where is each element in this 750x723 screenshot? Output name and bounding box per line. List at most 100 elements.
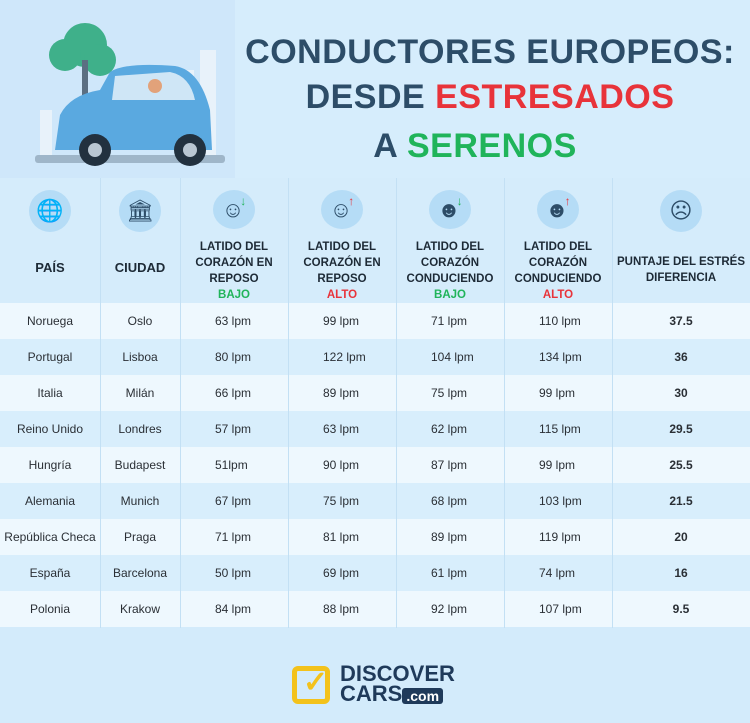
arrow-up-icon: ↑ (348, 193, 355, 208)
table-cell: 89 lpm (323, 386, 360, 400)
discovercars-logo: ✓ DISCOVER CARS .com (292, 661, 455, 706)
table-cell: 134 lpm (539, 350, 582, 364)
table-cell: 25.5 (669, 458, 693, 472)
column-tag: ALTO (542, 289, 574, 301)
table-cell: Polonia (29, 602, 71, 616)
title-line-3: A (373, 127, 407, 165)
table-cell: 84 lpm (215, 602, 252, 616)
table-row: Noruega Oslo 63 lpm 99 lpm 71 lpm 110 lpm 37.5 (0, 303, 750, 339)
table-cell: 90 lpm (323, 458, 360, 472)
column-divider (396, 178, 397, 628)
table-cell: Portugal (27, 350, 73, 364)
table-cell: 16 (674, 566, 688, 580)
table-cell: 81 lpm (323, 530, 360, 544)
table-row: Italia Milán 66 lpm 89 lpm 75 lpm 99 lpm 30 (0, 375, 750, 411)
column-label: LATIDO DEL CORAZÓN EN REPOSO (303, 241, 381, 285)
table-cell: 75 lpm (323, 494, 360, 508)
table-cell: Milán (125, 386, 155, 400)
table-cell: Munich (120, 494, 160, 508)
table-cell: 29.5 (669, 422, 693, 436)
table-row: Reino Unido Londres 57 lpm 63 lpm 62 lpm 115 … (0, 411, 750, 447)
arrow-up-icon: ↑ (564, 193, 571, 208)
table-cell: Hungría (28, 458, 72, 472)
table-cell: Lisboa (122, 350, 158, 364)
column-divider (100, 178, 101, 628)
relaxed-person-icon: ☺ ↑ (321, 190, 363, 229)
logo-line-1: DISCOVER (340, 661, 455, 686)
table-cell: Noruega (26, 314, 74, 328)
table-cell: 67 lpm (215, 494, 252, 508)
column-divider (288, 178, 289, 628)
table-cell: 104 lpm (431, 350, 474, 364)
table-cell: Italia (37, 386, 63, 400)
table-cell: Praga (123, 530, 157, 544)
table-cell: 69 lpm (323, 566, 360, 580)
table-cell: 36 (674, 350, 688, 364)
table-cell: 37.5 (669, 314, 693, 328)
table-cell: 99 lpm (539, 458, 576, 472)
table-cell: 20 (674, 530, 688, 544)
column-header: 🌐 PAÍS (0, 178, 100, 303)
table-cell: 89 lpm (431, 530, 468, 544)
column-divider (504, 178, 505, 628)
check-icon: ✓ (292, 666, 330, 704)
table-cell: Barcelona (112, 566, 168, 580)
title-line-1: CONDUCTORES EUROPEOS: (245, 33, 735, 71)
column-header: ☺ ↓ LATIDO DEL CORAZÓN EN REPOSO BAJO (180, 178, 288, 303)
table-cell: República Checa (4, 530, 96, 544)
column-tag: BAJO (434, 289, 466, 301)
table-cell: 68 lpm (431, 494, 468, 508)
column-label: LATIDO DEL CORAZÓN CONDUCIENDO (514, 241, 602, 285)
column-header: ☺ ↑ LATIDO DEL CORAZÓN EN REPOSO ALTO (288, 178, 396, 303)
table-row: Polonia Krakow 84 lpm 88 lpm 92 lpm 107 lpm 9.… (0, 591, 750, 627)
table-body: Noruega Oslo 63 lpm 99 lpm 71 lpm 110 lpm 37.5… (0, 303, 750, 627)
globe-icon: 🌐 (29, 190, 71, 232)
logo-line-2: CARS (340, 681, 403, 706)
table-cell: 57 lpm (215, 422, 252, 436)
table-cell: Oslo (127, 314, 153, 328)
driver-icon: ☻ ↑ (537, 190, 579, 229)
column-header: ☹ PUNTAJE DEL ESTRÉS DIFERENCIA (612, 178, 750, 303)
table-cell: España (29, 566, 71, 580)
table-cell: 99 lpm (323, 314, 360, 328)
table-cell: 119 lpm (539, 530, 581, 544)
table-cell: 107 lpm (539, 602, 582, 616)
column-label: LATIDO DEL CORAZÓN CONDUCIENDO (406, 241, 494, 285)
column-tag: ALTO (326, 289, 358, 301)
table-cell: 115 lpm (539, 422, 581, 436)
table-cell: 71 lpm (431, 314, 468, 328)
arrow-down-icon: ↓ (240, 193, 247, 208)
column-header: 🏛 CIUDAD (100, 178, 180, 303)
column-label: CIUDAD (114, 260, 166, 275)
column-tag: BAJO (218, 289, 250, 301)
page-title: CONDUCTORES EUROPEOS: DESDE ESTRESADOS A… (230, 30, 750, 169)
table-cell: 66 lpm (215, 386, 252, 400)
table-cell: 122 lpm (323, 350, 366, 364)
column-divider (612, 178, 613, 628)
title-serene: SERENOS (406, 127, 577, 165)
table-cell: 9.5 (672, 602, 690, 616)
hero-banner: CONDUCTORES EUROPEOS: DESDE ESTRESADOS A… (0, 0, 750, 178)
relaxed-person-icon: ☺ ↓ (213, 190, 255, 229)
table-cell: 80 lpm (215, 350, 252, 364)
logo-suffix: .com (402, 688, 444, 704)
table-cell: 103 lpm (539, 494, 582, 508)
column-label: LATIDO DEL CORAZÓN EN REPOSO (195, 241, 273, 285)
stressed-person-icon: ☹ (660, 190, 702, 232)
table-cell: 21.5 (669, 494, 693, 508)
table-cell: 63 lpm (215, 314, 252, 328)
column-label: PUNTAJE DEL ESTRÉS DIFERENCIA (616, 256, 746, 284)
table-cell: 51lpm (215, 458, 248, 472)
table-cell: 30 (674, 386, 688, 400)
title-stressed: ESTRESADOS (435, 78, 675, 116)
table-cell: 88 lpm (323, 602, 360, 616)
table-row: Portugal Lisboa 80 lpm 122 lpm 104 lpm 134 lp… (0, 339, 750, 375)
table-cell: Londres (118, 422, 162, 436)
table-row: Alemania Munich 67 lpm 75 lpm 68 lpm 103 lpm 2… (0, 483, 750, 519)
table-cell: 92 lpm (431, 602, 468, 616)
table-cell: 61 lpm (431, 566, 468, 580)
table-cell: 74 lpm (539, 566, 576, 580)
table-cell: 110 lpm (539, 314, 581, 328)
arrow-down-icon: ↓ (456, 193, 463, 208)
column-header: ☻ ↓ LATIDO DEL CORAZÓN CONDUCIENDO BAJO (396, 178, 504, 303)
